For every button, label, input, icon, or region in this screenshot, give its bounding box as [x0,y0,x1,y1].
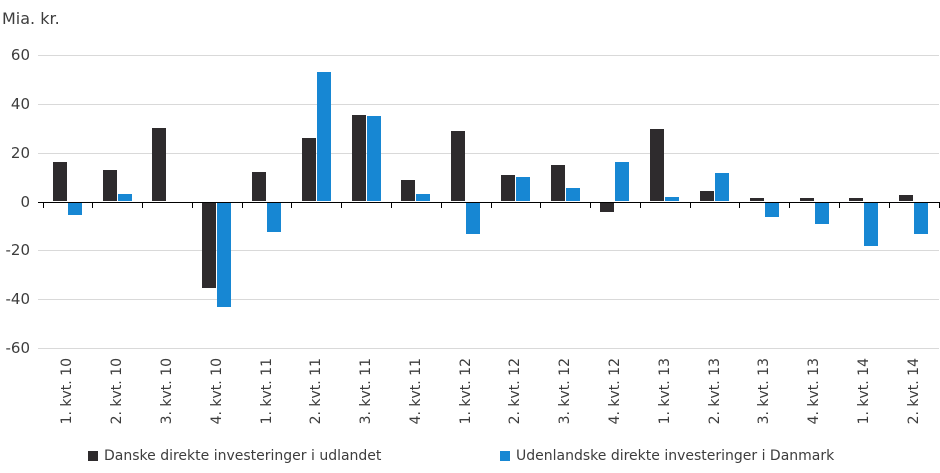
y-axis-label: 40 [10,94,30,113]
bar-udenlandske [764,202,779,218]
axis-tick [888,201,890,208]
gridline [38,299,939,301]
x-axis-line [38,201,939,203]
axis-tick [838,201,840,208]
bar-danske [401,179,416,202]
x-axis-label: 3. kvt. 11 [358,358,375,425]
gridline [38,103,939,105]
bar-danske [650,129,665,202]
x-axis-label: 1. kvt. 11 [258,358,275,425]
bar-danske [899,195,914,202]
y-axis-label: -60 [5,339,31,357]
legend-item-udenlandske: Udenlandske direkte investeringer i Danm… [500,448,834,464]
axis-tick [191,201,193,208]
axis-tick [390,201,392,208]
bar-udenlandske [615,162,630,202]
bar-danske [500,174,515,202]
y-axis-label: 60 [10,45,30,64]
bar-udenlandske [864,202,879,247]
axis-tick [142,201,144,208]
axis-tick [92,201,94,208]
y-axis-label: -40 [5,290,31,309]
bar-udenlandske [117,194,132,202]
x-axis-label: 2. kvt. 10 [109,358,126,425]
axis-tick [241,201,243,208]
legend-label-udenlandske: Udenlandske direkte investeringer i Danm… [516,448,835,464]
bar-danske [351,114,366,202]
bar-udenlandske [316,72,331,202]
axis-tick [938,201,940,208]
bar-udenlandske [565,188,580,202]
x-axis-label: 3. kvt. 10 [158,358,175,425]
x-axis-label: 3. kvt. 13 [756,358,773,425]
bar-udenlandske [665,196,680,202]
x-axis-label: 2. kvt. 11 [308,358,325,425]
gridline [38,250,939,252]
axis-tick [540,201,542,208]
bar-udenlandske [366,116,381,202]
bar-danske [451,130,466,202]
x-axis-label: 1. kvt. 10 [59,358,76,425]
gridline [38,152,939,154]
bar-udenlandske [814,202,829,225]
legend-item-danske: Danske direkte investeringer i udlandet [88,448,381,464]
x-axis-label: 1. kvt. 13 [656,358,673,425]
x-axis-label: 1. kvt. 14 [855,358,872,425]
bar-udenlandske [914,202,929,235]
bar-danske [52,162,67,202]
y-axis-title: Mia. kr. [2,9,60,28]
x-axis-label: 4. kvt. 13 [806,358,823,425]
x-axis-label: 4. kvt. 11 [407,358,424,425]
x-axis-label: 4. kvt. 10 [208,358,225,425]
axis-tick [590,201,592,208]
axis-tick [440,201,442,208]
bar-udenlandske [217,202,232,308]
bar-danske [252,172,266,202]
axis-tick [739,201,741,208]
y-axis-label: 20 [10,143,30,162]
bar-danske [102,169,117,202]
bar-danske [700,190,714,202]
axis-tick [639,201,641,208]
x-axis-label: 2. kvt. 13 [706,358,723,425]
axis-tick [490,201,492,208]
bar-danske [749,197,764,202]
bar-danske [202,202,217,288]
bar-danske [550,164,565,202]
bar-danske [152,128,167,202]
x-axis-label: 2. kvt. 14 [905,358,922,425]
legend-label-danske: Danske direkte investeringer i udlandet [104,448,382,464]
bar-udenlandske [267,202,281,232]
bar-danske [600,202,615,213]
y-axis-label: -20 [5,241,31,260]
axis-tick [341,201,343,208]
x-axis-label: 2. kvt. 12 [507,358,524,425]
bar-udenlandske [67,202,82,215]
bar-danske [849,197,864,202]
axis-tick [291,201,293,208]
gridline [38,54,939,56]
x-axis-label: 1. kvt. 12 [457,358,474,425]
bar-udenlandske [515,177,530,202]
legend-marker-udenlandske-icon [500,451,510,461]
axis-tick [689,201,691,208]
chart-legend: Danske direkte investeringer i udlandet … [0,448,940,468]
legend-marker-danske-icon [88,451,98,461]
axis-tick [789,201,791,208]
bar-danske [799,197,814,202]
bar-udenlandske [416,194,431,202]
bar-udenlandske [715,173,729,202]
bar-danske [301,138,316,202]
gridline [38,348,939,349]
x-axis-label: 3. kvt. 12 [557,358,574,425]
axis-tick [42,201,44,208]
y-axis-label: 0 [20,192,30,211]
x-axis-label: 4. kvt. 12 [606,358,623,425]
bar-udenlandske [466,202,481,235]
